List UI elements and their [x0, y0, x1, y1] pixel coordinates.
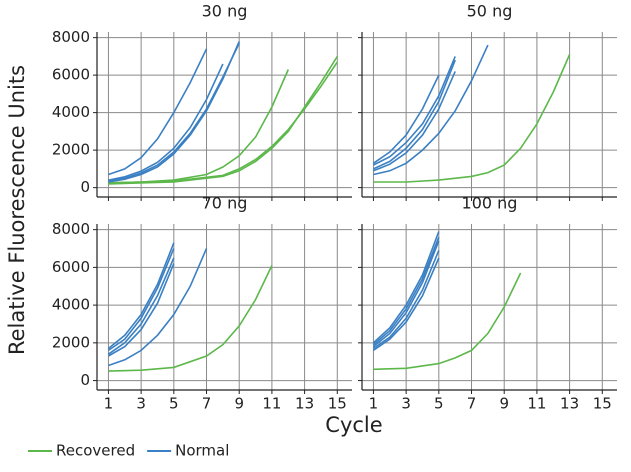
y-axis-label: Relative Fluorescence Units	[5, 65, 29, 355]
curve	[372, 231, 440, 344]
x-tick-label: 13	[295, 395, 314, 413]
legend-label: Recovered	[56, 442, 135, 460]
x-axis-label: Cycle	[325, 413, 382, 437]
curve	[107, 248, 175, 352]
x-tick-label: 5	[169, 395, 179, 413]
y-tick-label: 6000	[52, 258, 90, 276]
curve	[373, 44, 489, 176]
curve	[373, 56, 456, 166]
x-tick-label: 3	[401, 395, 411, 413]
x-tick-label: 9	[234, 395, 244, 413]
curve	[373, 54, 571, 183]
panel-title: 70 ng	[202, 194, 248, 213]
x-tick-label: 11	[527, 395, 546, 413]
panel-title: 50 ng	[467, 2, 513, 21]
curve	[372, 236, 440, 346]
x-tick-label: 1	[369, 395, 379, 413]
curve	[108, 48, 208, 176]
y-tick-label: 6000	[52, 66, 90, 84]
curve	[108, 69, 290, 184]
curve	[108, 265, 273, 372]
y-tick-label: 8000	[52, 220, 90, 238]
x-tick-label: 15	[328, 395, 347, 413]
x-tick-label: 5	[434, 395, 444, 413]
curve	[108, 41, 240, 183]
curve	[372, 257, 440, 352]
x-tick-label: 7	[202, 395, 212, 413]
x-tick-label: 3	[136, 395, 146, 413]
y-tick-label: 0	[80, 371, 90, 389]
x-tick-label: 1	[104, 395, 114, 413]
y-tick-label: 2000	[52, 141, 90, 159]
curve	[373, 71, 456, 172]
curve	[107, 257, 175, 355]
curve	[108, 42, 240, 182]
y-tick-label: 4000	[52, 103, 90, 121]
curve	[372, 240, 440, 348]
curve	[108, 55, 338, 185]
x-tick-label: 11	[262, 395, 281, 413]
y-tick-label: 2000	[52, 333, 90, 351]
x-tick-label: 15	[593, 395, 612, 413]
curve	[108, 61, 338, 184]
x-tick-label: 13	[560, 395, 579, 413]
curve	[108, 248, 208, 367]
x-tick-label: 9	[499, 395, 509, 413]
y-tick-label: 8000	[52, 28, 90, 46]
legend-label: Normal	[175, 442, 229, 460]
y-tick-label: 0	[80, 178, 90, 196]
curve	[372, 250, 440, 350]
x-tick-label: 7	[467, 395, 477, 413]
y-tick-label: 4000	[52, 296, 90, 314]
curve	[373, 272, 522, 371]
curve	[372, 74, 440, 164]
curve	[108, 63, 224, 181]
curve	[373, 59, 456, 170]
panel-title: 100 ng	[462, 194, 518, 213]
curve	[107, 242, 175, 350]
panel-title: 30 ng	[202, 2, 248, 21]
curve	[108, 263, 175, 357]
